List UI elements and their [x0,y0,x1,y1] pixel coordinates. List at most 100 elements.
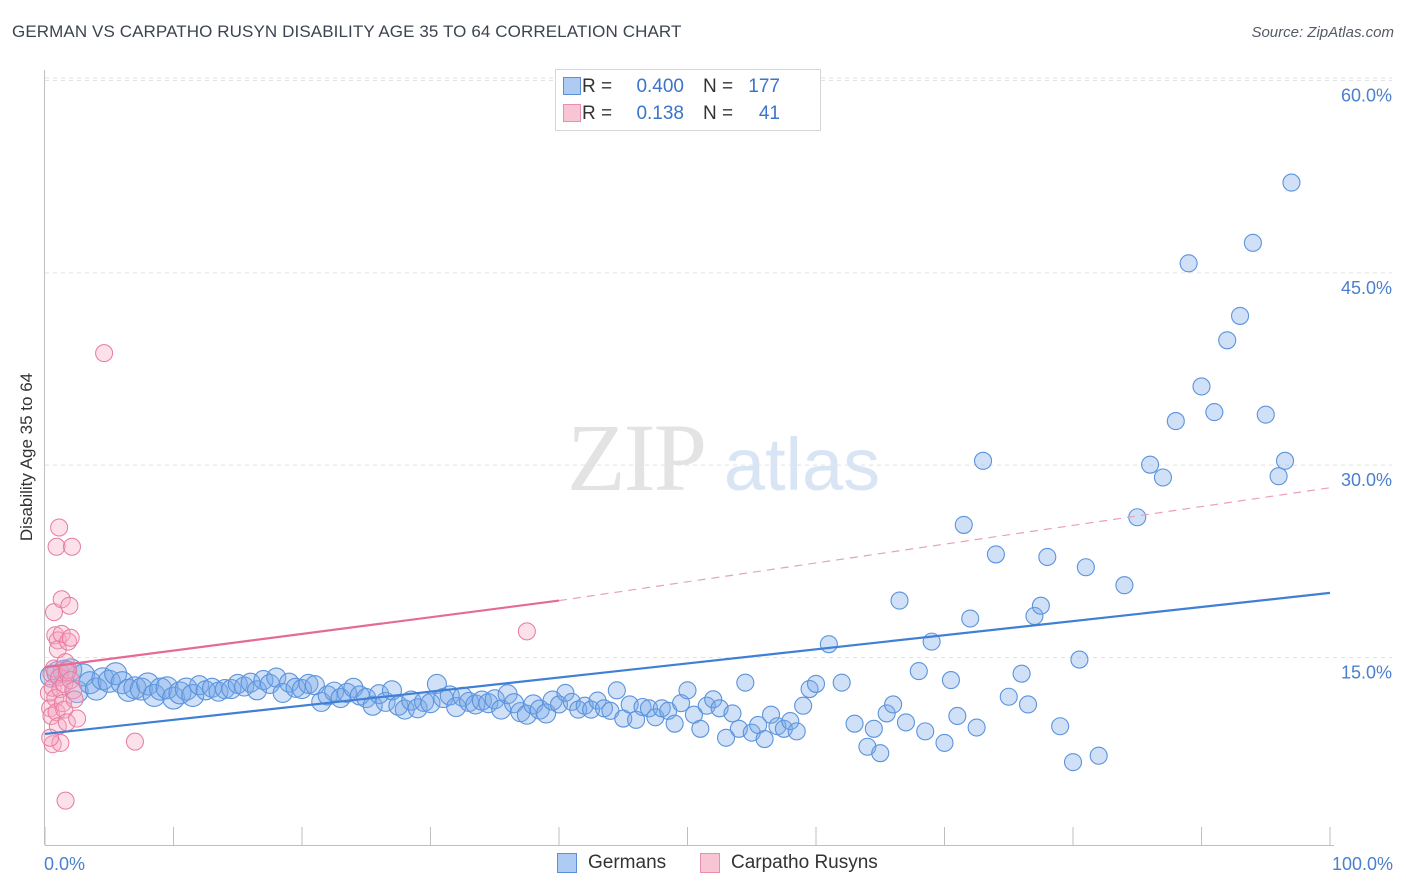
point-germans [536,703,557,724]
point-germans [1166,412,1185,431]
point-germans [1051,717,1070,736]
series-carpatho-rusyns-points [39,344,536,810]
point-germans [136,672,160,696]
point-germans [1070,650,1089,669]
series-legend-label-germans: Germans [588,852,667,873]
watermark-zip: ZIP [567,404,705,511]
point-germans [174,677,198,701]
y-tick-label: 30.0% [1341,470,1392,490]
point-germans [877,704,896,723]
point-germans [272,682,293,703]
point-germans [1231,306,1250,325]
point-germans [1192,377,1211,396]
point-germans [1063,753,1083,772]
point-germans [986,545,1005,564]
trendline-carpatho-rusyns [44,599,560,669]
point-carpatho-rusyns [61,628,80,647]
point-germans [845,714,864,733]
point-germans [896,713,916,732]
point-germans [633,697,652,717]
point-germans [961,609,980,628]
series-legend-label-carpatho-rusyns: Carpatho Rusyns [731,852,878,873]
point-germans [806,674,826,693]
point-carpatho-rusyns [43,678,62,697]
point-carpatho-rusyns [51,733,70,752]
point-carpatho-rusyns [47,537,66,556]
legend-row-carpatho-rusyns: R = 0.138 N = 41 [563,102,780,126]
point-germans [607,681,626,700]
trendline-carpatho-rusyns-extension [558,487,1331,602]
y-axis-label: Disability Age 35 to 64 [17,372,36,542]
point-carpatho-rusyns [68,709,87,728]
point-germans [794,696,813,715]
source-label: Source: ZipAtlas.com [1251,24,1394,41]
point-germans [214,679,235,700]
point-germans [1076,558,1095,577]
point-germans [1256,405,1275,424]
point-germans [556,683,575,702]
point-germans [446,696,467,718]
point-germans [755,730,774,749]
y-tick-label: 15.0% [1341,663,1392,683]
legend-swatch-carpatho-rusyns [563,104,581,122]
y-tick-label: 60.0% [1341,86,1392,106]
point-germans [1179,254,1198,273]
point-germans [967,718,986,737]
point-germans [890,591,909,610]
legend-r-label: R = [582,103,613,124]
legend-r-value: 0.400 [636,76,684,97]
point-germans [246,680,268,701]
point-germans [723,704,742,723]
tick-labels: 15.0% 30.0% 45.0% 60.0% 0.0% 100.0% [44,86,1393,875]
point-germans [465,694,486,715]
point-germans [935,733,954,752]
point-germans [761,705,781,724]
legend-n-value: 41 [758,103,780,124]
legend-swatch-germans [563,77,581,95]
point-germans [665,714,684,733]
point-germans [1038,547,1057,567]
x-tick-label: 0.0% [44,854,85,874]
point-carpatho-rusyns [60,596,79,615]
point-germans [954,515,973,534]
series-legend-germans[interactable]: Germans [557,852,666,874]
point-carpatho-rusyns [125,732,144,751]
legend-n-label: N = [702,76,734,97]
point-germans [1012,664,1031,683]
point-carpatho-rusyns [62,537,81,556]
point-germans [716,728,736,747]
point-germans [1141,455,1160,474]
point-carpatho-rusyns [52,624,71,643]
point-germans [691,719,710,738]
point-carpatho-rusyns [95,344,114,363]
point-germans [999,687,1018,706]
point-carpatho-rusyns [517,622,536,641]
point-germans [941,671,960,690]
legend-n-label: N = [702,103,734,124]
point-carpatho-rusyns [52,590,71,609]
point-germans [149,677,173,701]
point-germans [916,722,935,741]
series-legend-swatch-carpatho-rusyns [700,853,720,873]
series-legend: Germans Carpatho Rusyns [0,852,1406,878]
point-germans [704,690,723,709]
legend-r-value: 0.138 [636,103,684,124]
point-germans [317,685,338,706]
point-germans [884,695,903,714]
point-germans [1089,746,1108,765]
point-germans [420,693,441,714]
y-tick-label: 45.0% [1341,278,1392,298]
point-germans [864,719,883,738]
stats-legend: R = 0.400 N = 177 R = 0.138 N = 41 [555,69,821,131]
point-carpatho-rusyns [53,694,72,713]
trendline-germans [44,591,1331,736]
point-germans [484,689,505,710]
watermark-atlas: atlas [724,423,880,506]
point-germans [1275,451,1295,470]
chart-title: GERMAN VS CARPATHO RUSYN DISABILITY AGE … [12,22,682,41]
point-germans [285,677,306,698]
point-germans [491,699,512,720]
series-legend-carpatho-rusyns[interactable]: Carpatho Rusyns [700,852,878,874]
point-germans [1115,576,1134,595]
point-germans [588,691,607,710]
